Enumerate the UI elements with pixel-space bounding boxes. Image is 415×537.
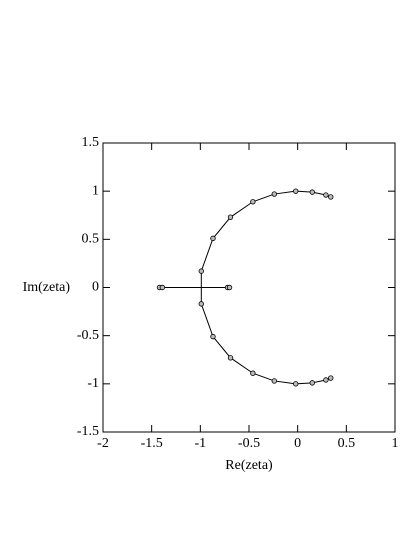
point xyxy=(323,192,329,198)
x-tick-label: 0.5 xyxy=(338,436,356,451)
point xyxy=(227,214,234,220)
x-axis-label: Re(zeta) xyxy=(225,458,273,473)
point xyxy=(250,199,256,205)
y-tick-label: 1 xyxy=(92,183,99,198)
x-tick-label: 0 xyxy=(294,436,301,451)
point xyxy=(328,375,334,381)
y-tick-label: 0 xyxy=(92,280,99,295)
point xyxy=(210,333,216,340)
point xyxy=(293,188,299,194)
y-tick-label: 0.5 xyxy=(82,232,100,247)
y-tick-label: -1.5 xyxy=(77,424,99,439)
y-tick-label: -1 xyxy=(87,376,99,391)
y-tick-label: -0.5 xyxy=(77,328,99,343)
point xyxy=(159,284,166,291)
point xyxy=(227,355,234,361)
y-tick-label: 1.5 xyxy=(82,135,100,150)
x-tick-label: 1 xyxy=(392,436,399,451)
point xyxy=(309,380,315,386)
x-tick-label: -2 xyxy=(97,436,109,451)
x-tick-label: -1 xyxy=(194,436,206,451)
x-tick-label: -0.5 xyxy=(238,436,260,451)
point xyxy=(323,377,329,383)
point xyxy=(250,370,256,376)
point xyxy=(271,191,278,197)
point xyxy=(210,235,216,242)
point xyxy=(226,284,233,291)
plot-frame xyxy=(102,142,396,433)
x-tick-label: -1.5 xyxy=(141,436,163,451)
point xyxy=(198,268,205,274)
point xyxy=(293,381,299,387)
y-axis-label: Im(zeta) xyxy=(23,280,71,295)
point xyxy=(271,378,278,384)
point xyxy=(198,301,205,307)
point xyxy=(309,189,315,195)
point xyxy=(328,194,334,200)
